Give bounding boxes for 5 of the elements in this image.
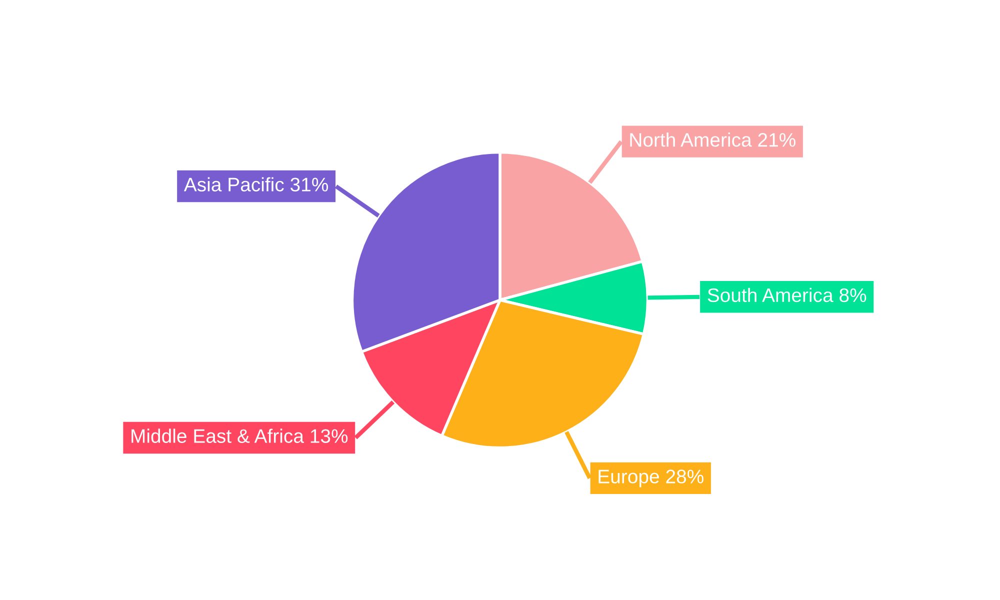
slice-label: North America 21% (630, 132, 796, 147)
slice-label: Europe 28% (598, 470, 704, 488)
slice-label: Asia Pacific 31% (184, 177, 328, 192)
slice-label: Middle East & Africa 13% (132, 428, 348, 443)
slice-label: South America 8% (708, 288, 866, 302)
